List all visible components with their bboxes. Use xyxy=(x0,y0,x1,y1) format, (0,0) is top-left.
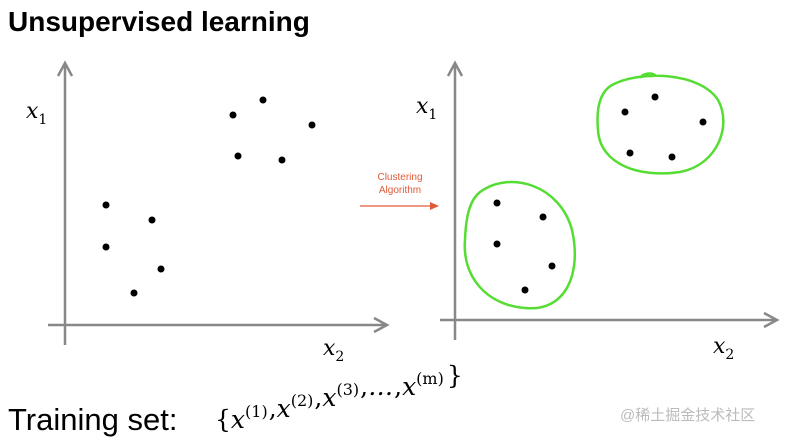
axis-label: x2 xyxy=(713,334,734,363)
term-base: x xyxy=(277,394,291,423)
right-axes xyxy=(440,60,780,340)
separator: , xyxy=(394,372,402,401)
cluster-outline xyxy=(596,72,725,175)
left-axes xyxy=(48,60,390,345)
training-set-label: Training set: xyxy=(8,402,177,437)
term-superscript: (3) xyxy=(336,380,359,399)
left-points xyxy=(102,96,316,297)
axis-label-subscript: 1 xyxy=(38,112,47,128)
axis-label-base: x xyxy=(713,334,726,359)
brace: { xyxy=(215,405,231,434)
title: Unsupervised learning xyxy=(8,6,310,37)
right-points xyxy=(493,93,707,294)
cluster-outline xyxy=(463,180,577,310)
term-superscript: (m) xyxy=(416,369,444,388)
term-base: x xyxy=(402,372,416,401)
axis-label-subscript: 2 xyxy=(335,349,344,365)
axis-label-base: x xyxy=(323,336,336,361)
term-base: x xyxy=(231,405,245,434)
axis-label-base: x xyxy=(416,94,429,119)
axis-label: x2 xyxy=(323,336,344,365)
watermark: @稀土掘金技术社区 xyxy=(620,407,755,424)
separator: , xyxy=(269,394,277,423)
term-superscript: (2) xyxy=(291,391,314,410)
separator: , xyxy=(360,372,368,401)
brace: } xyxy=(447,361,463,390)
term-base: x xyxy=(322,383,336,412)
arrow-label: Algorithm xyxy=(379,185,421,196)
formula: {x(1),x(2),x(3),…,x(m)} xyxy=(215,361,463,434)
axis-label: x1 xyxy=(26,99,47,128)
arrow-label: Clustering xyxy=(377,172,422,183)
term-superscript: (1) xyxy=(245,402,268,421)
clustering-arrow xyxy=(360,202,439,210)
term-base: … xyxy=(368,372,393,401)
separator: , xyxy=(314,383,322,412)
axis-label-subscript: 2 xyxy=(725,347,734,363)
axis-label-base: x xyxy=(26,99,39,124)
axis-label: x1 xyxy=(416,94,437,123)
axis-label-subscript: 1 xyxy=(428,107,437,123)
